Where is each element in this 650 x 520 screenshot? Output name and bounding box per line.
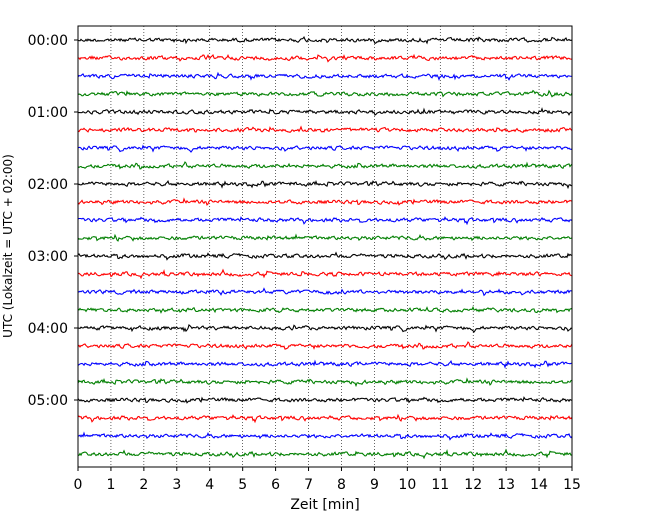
- y-tick-label: 05:00: [28, 393, 68, 409]
- y-tick-label: 01:00: [28, 105, 68, 121]
- trace-0445: [77, 377, 573, 388]
- x-tick-label: 14: [530, 477, 548, 493]
- y-tick-label: 03:00: [28, 249, 68, 265]
- trace-0415: [77, 341, 573, 350]
- x-tick-label: 10: [398, 477, 416, 493]
- trace-0230: [77, 216, 573, 226]
- trace-0245: [77, 233, 573, 242]
- trace-0300: [77, 251, 573, 261]
- trace-0215: [77, 197, 573, 206]
- y-axis-label: UTC (Lokalzeit = UTC + 02:00): [1, 154, 15, 338]
- trace-0430: [77, 359, 573, 369]
- x-axis-label: Zeit [min]: [290, 497, 359, 513]
- y-tick-label: 02:00: [28, 177, 68, 193]
- x-tick-label: 2: [139, 477, 148, 493]
- x-axis-ticks: 0 1 2 3 4 5 6 7 8 9 10 11 12 13 14 15: [74, 467, 581, 493]
- x-tick-label: 7: [304, 477, 313, 493]
- trace-0330: [77, 287, 573, 297]
- y-axis-ticks: 00:00 01:00 02:00 03:00 04:00 05:00: [28, 33, 78, 409]
- x-tick-label: 12: [464, 477, 482, 493]
- x-tick-label: 3: [172, 477, 181, 493]
- x-tick-label: 5: [238, 477, 247, 493]
- trace-0400: [77, 324, 573, 333]
- trace-0030: [77, 71, 573, 82]
- trace-0200: [77, 179, 573, 190]
- x-tick-label: 15: [563, 477, 581, 493]
- plot-background: [78, 26, 572, 467]
- x-tick-label: 1: [106, 477, 115, 493]
- trace-0500: [77, 396, 573, 404]
- trace-0145: [77, 161, 573, 170]
- trace-0530: [77, 431, 573, 441]
- traces: [77, 36, 573, 460]
- trace-0100: [77, 107, 573, 116]
- trace-0515: [77, 413, 573, 424]
- x-tick-label: 8: [337, 477, 346, 493]
- trace-0130: [77, 144, 573, 153]
- trace-0315: [77, 268, 573, 280]
- y-tick-label: 00:00: [28, 33, 68, 49]
- trace-0015: [77, 53, 573, 63]
- trace-0545: [77, 448, 573, 460]
- y-tick-label: 04:00: [28, 321, 68, 337]
- x-tick-label: 6: [271, 477, 280, 493]
- x-tick-label: 0: [74, 477, 83, 493]
- x-tick-label: 11: [431, 477, 449, 493]
- x-tick-label: 4: [205, 477, 214, 493]
- trace-0115: [77, 125, 573, 133]
- trace-0045: [77, 89, 573, 98]
- trace-0345: [77, 305, 573, 314]
- trace-0000: [77, 36, 573, 45]
- x-tick-label: 9: [370, 477, 379, 493]
- x-tick-label: 13: [497, 477, 515, 493]
- plot-frame: [77, 25, 573, 468]
